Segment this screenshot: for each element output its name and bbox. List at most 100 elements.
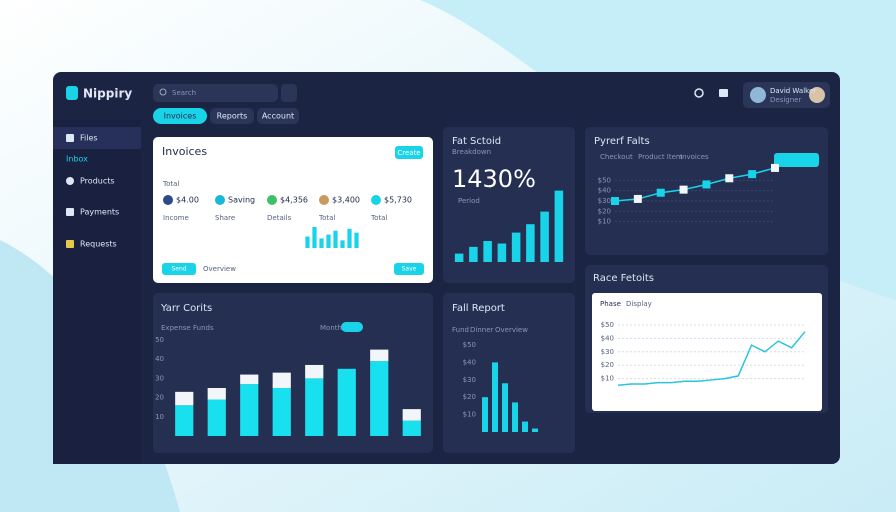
logo-icon: [66, 86, 78, 100]
tab[interactable]: [210, 108, 254, 124]
filter: Overview: [495, 326, 528, 334]
bar: [312, 226, 317, 248]
bar-segment: [272, 372, 291, 388]
bar-segment: [370, 349, 389, 362]
point: [702, 180, 711, 189]
bar-segment: [272, 388, 291, 436]
icon: [66, 208, 74, 216]
item-amount: $3,400: [332, 196, 360, 205]
item-amount: Saving: [228, 196, 255, 205]
button[interactable]: [394, 263, 424, 275]
bar: [497, 243, 507, 262]
panel-title: Fat Sctoid: [452, 136, 501, 147]
filter[interactable]: Expense: [161, 324, 191, 332]
bar: [326, 234, 331, 248]
y-tick-label: $20: [463, 393, 476, 401]
item-icon: [215, 195, 225, 205]
item-icon: [319, 195, 329, 205]
y-tick-label: 30: [155, 374, 164, 382]
bar: [482, 397, 488, 432]
invoice-items: $4.00 Income Saving Share $4,356 Details $3,40…: [163, 195, 412, 222]
sidebar-active[interactable]: [53, 127, 141, 149]
create-button[interactable]: [395, 146, 423, 159]
legend: Invoices: [680, 153, 709, 161]
filter: Dinner: [470, 326, 494, 334]
nav-item[interactable]: Files: [80, 134, 98, 143]
tab: Reports: [217, 112, 248, 121]
nav-item[interactable]: Payments: [80, 208, 119, 217]
bar: [522, 421, 528, 432]
y-tick-label: $40: [601, 334, 614, 342]
bar-segment: [337, 368, 356, 436]
add-button[interactable]: [281, 84, 297, 102]
avatar: [750, 87, 766, 103]
bar-segment: [402, 409, 421, 421]
y-tick-label: 50: [155, 336, 164, 344]
button-label: Save: [402, 266, 417, 273]
user-card[interactable]: [743, 82, 830, 108]
subtitle: Total: [162, 180, 179, 188]
user-role: Designer: [770, 96, 801, 104]
kpi-note: Period: [458, 197, 480, 205]
y-tick-label: $30: [463, 376, 476, 384]
y-tick-label: $40: [463, 358, 476, 366]
bell-icon[interactable]: [719, 89, 728, 97]
footer-link[interactable]: Overview: [203, 265, 236, 273]
y-tick-label: $10: [601, 375, 614, 383]
bar: [554, 190, 564, 262]
toggle-label: Month: [320, 324, 342, 332]
y-tick-label: 10: [155, 413, 164, 421]
report-panel: [443, 293, 575, 453]
y-tick-label: $30: [601, 348, 614, 356]
y-tick-label: $10: [463, 411, 476, 419]
tab[interactable]: Display: [626, 300, 652, 308]
point: [633, 194, 642, 203]
item-label: Details: [267, 214, 292, 222]
point: [748, 170, 757, 179]
bar: [483, 241, 492, 262]
bar: [526, 224, 535, 262]
item-icon: [267, 195, 277, 205]
bar: [511, 232, 521, 262]
panel-title: Race Fetoits: [593, 273, 654, 284]
search-icon[interactable]: [694, 88, 704, 98]
logo: Nippiry: [83, 87, 132, 101]
bar: [454, 253, 464, 262]
point: [679, 185, 688, 194]
tab[interactable]: Phase: [600, 300, 621, 308]
bar: [532, 428, 538, 432]
nav-item[interactable]: Inbox: [66, 155, 88, 164]
bar-segment: [305, 364, 324, 379]
bar: [347, 228, 352, 248]
bar-segment: [175, 405, 194, 436]
y-tick-label: $50: [598, 176, 611, 184]
button[interactable]: [774, 153, 819, 167]
icon: [66, 134, 74, 142]
item-amount: $4.00: [176, 196, 199, 205]
nav-item[interactable]: Requests: [80, 240, 117, 249]
search-placeholder: Search: [172, 89, 196, 97]
y-tick-label: 20: [155, 394, 164, 402]
y-tick-label: $40: [598, 187, 611, 195]
y-tick-label: 40: [155, 355, 164, 363]
panel-title: Invoices: [162, 145, 207, 158]
bar-segment: [175, 391, 194, 406]
sidebar: [53, 120, 141, 464]
y-tick-label: $50: [463, 341, 476, 349]
button[interactable]: [162, 263, 196, 275]
icon: [66, 177, 74, 185]
filter[interactable]: Funds: [193, 324, 214, 332]
bar-segment: [305, 378, 324, 436]
toggle[interactable]: [341, 322, 363, 332]
nav-item[interactable]: Products: [80, 177, 115, 186]
tab[interactable]: [257, 108, 299, 124]
search-box[interactable]: [153, 84, 278, 102]
costs-panel: [153, 293, 433, 453]
invoices-panel: [153, 137, 433, 283]
tab-active[interactable]: [153, 108, 207, 124]
panel-title: Yarr Corits: [160, 303, 212, 314]
panel-title: Fall Report: [452, 303, 505, 314]
user-name: David Walker: [770, 87, 816, 95]
bar: [469, 246, 478, 262]
